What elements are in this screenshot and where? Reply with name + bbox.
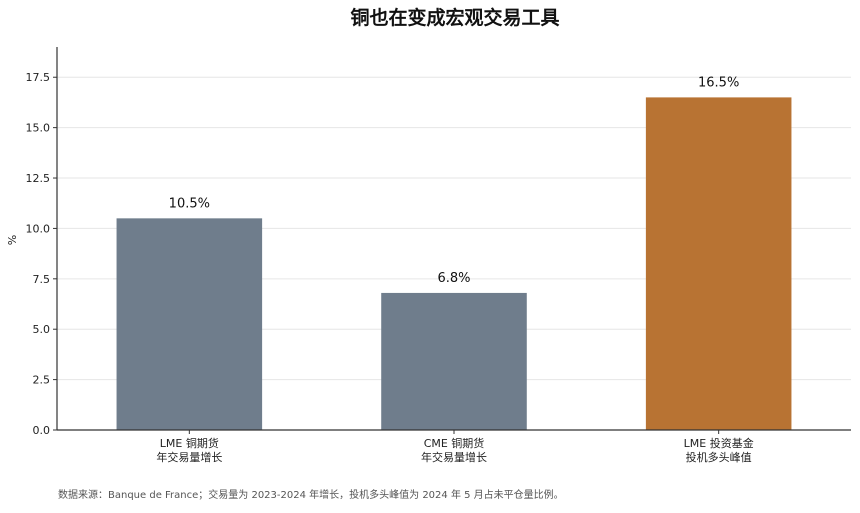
y-ticks: 0.0 2.5 5.0 7.5 10.0 12.5 15.0 17.5: [26, 71, 57, 437]
bar-value-label: 6.8%: [437, 271, 470, 286]
y-tick-label: 7.5: [33, 273, 51, 286]
y-tick-label: 0.0: [33, 424, 51, 437]
x-category-label: LME 投资基金: [684, 436, 754, 450]
bar: [116, 218, 263, 430]
bars: [116, 97, 792, 430]
bar: [645, 97, 792, 430]
y-tick-label: 5.0: [33, 323, 51, 336]
source-footnote: 数据来源：Banque de France；交易量为 2023-2024 年增长…: [58, 488, 564, 501]
y-tick-label: 17.5: [26, 71, 51, 84]
x-category-label: 年交易量增长: [156, 450, 222, 464]
x-category-label: CME 铜期货: [424, 436, 485, 450]
y-tick-label: 12.5: [26, 172, 51, 185]
bar-value-label: 10.5%: [169, 196, 210, 211]
bar: [381, 292, 527, 430]
y-axis-label: %: [6, 235, 19, 245]
y-tick-label: 2.5: [33, 374, 51, 387]
x-category-label: 年交易量增长: [421, 450, 487, 464]
chart-title: 铜也在变成宏观交易工具: [350, 6, 559, 29]
y-tick-label: 10.0: [26, 222, 51, 235]
x-category-label: 投机多头峰值: [686, 450, 752, 464]
x-category-label: LME 铜期货: [160, 436, 219, 450]
bar-value-label: 16.5%: [698, 75, 739, 90]
y-tick-label: 15.0: [26, 122, 51, 135]
data-labels: 10.5% 6.8% 16.5%: [169, 75, 740, 286]
